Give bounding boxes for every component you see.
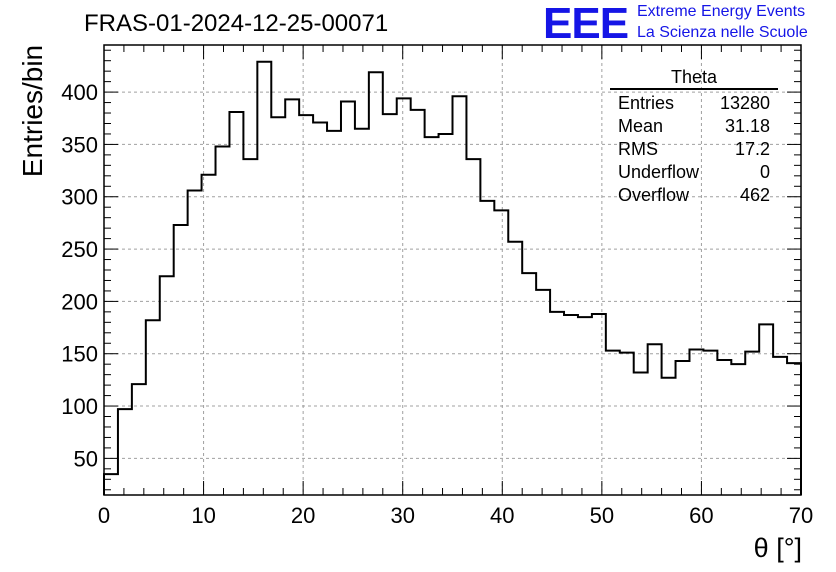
eee-logo: EEE bbox=[543, 0, 629, 48]
histogram-bin bbox=[313, 122, 327, 495]
y-tick-label: 100 bbox=[61, 394, 98, 419]
histogram-bin bbox=[341, 102, 355, 495]
stats-title: Theta bbox=[610, 68, 778, 90]
y-tick-label: 350 bbox=[61, 132, 98, 157]
stats-label: Entries bbox=[618, 93, 675, 113]
stats-label: Overflow bbox=[618, 185, 690, 205]
histogram-bin bbox=[662, 378, 676, 495]
x-tick-label: 0 bbox=[98, 503, 110, 528]
stats-row-overflow: Overflow 462 bbox=[610, 184, 778, 207]
stats-label: Mean bbox=[618, 116, 664, 136]
x-tick-label: 70 bbox=[789, 503, 813, 528]
histogram-bin bbox=[453, 96, 467, 495]
histogram-bin bbox=[397, 98, 411, 495]
x-tick-label: 30 bbox=[390, 503, 414, 528]
histogram-bin bbox=[494, 210, 508, 495]
histogram-bin bbox=[425, 137, 439, 495]
y-tick-label: 400 bbox=[61, 80, 98, 105]
x-tick-label: 40 bbox=[490, 503, 514, 528]
y-tick-label: 200 bbox=[61, 289, 98, 314]
stats-value: 0 bbox=[759, 162, 770, 182]
stats-value: 13280 bbox=[719, 93, 770, 113]
stats-row-rms: RMS 17.2 bbox=[610, 138, 778, 161]
logo-subtitle-2: La Scienza nelle Scuole bbox=[637, 24, 808, 41]
histogram-bin bbox=[676, 361, 690, 495]
histogram-bin bbox=[480, 201, 494, 495]
histogram-bin bbox=[536, 290, 550, 495]
histogram-bin bbox=[466, 159, 480, 495]
y-tick-label: 50 bbox=[74, 446, 98, 471]
histogram-bin bbox=[327, 131, 341, 495]
stats-value: 462 bbox=[739, 185, 770, 205]
histogram-bin bbox=[104, 474, 118, 495]
x-tick-label: 60 bbox=[689, 503, 713, 528]
chart-title: FRAS-01-2024-12-25-00071 bbox=[84, 10, 389, 37]
y-tick-label: 300 bbox=[61, 185, 98, 210]
histogram-bin bbox=[257, 62, 271, 495]
histogram-bin bbox=[383, 114, 397, 495]
y-tick-label: 250 bbox=[61, 237, 98, 262]
histogram-bin bbox=[271, 117, 285, 495]
x-tick-label: 10 bbox=[191, 503, 215, 528]
stats-value: 31.18 bbox=[724, 116, 770, 136]
histogram-bin bbox=[411, 110, 425, 495]
histogram-bin bbox=[564, 315, 578, 495]
histogram-bin bbox=[285, 99, 299, 495]
histogram-bin bbox=[243, 159, 257, 495]
histogram-bin bbox=[188, 190, 202, 495]
stats-row-entries: Entries 13280 bbox=[610, 92, 778, 115]
histogram-bin bbox=[717, 360, 731, 495]
histogram-bin bbox=[648, 344, 662, 495]
stats-row-mean: Mean 31.18 bbox=[610, 115, 778, 138]
histogram-bin bbox=[299, 115, 313, 495]
logo-subtitle-1: Extreme Energy Events bbox=[637, 3, 806, 20]
histogram-bin bbox=[132, 384, 146, 495]
histogram-bin bbox=[787, 363, 801, 495]
y-tick-label: 150 bbox=[61, 342, 98, 367]
histogram-bin bbox=[369, 72, 383, 495]
histogram-bin bbox=[759, 324, 773, 495]
y-axis-label: Entries/bin bbox=[17, 44, 48, 178]
stats-label: RMS bbox=[618, 139, 658, 159]
histogram-bin bbox=[731, 364, 745, 495]
histogram-bin bbox=[606, 351, 620, 495]
stats-label: Underflow bbox=[618, 162, 700, 182]
histogram-outline bbox=[103, 60, 802, 495]
histogram-bin bbox=[703, 351, 717, 495]
x-axis-label: θ [°] bbox=[753, 533, 802, 563]
histogram-bin bbox=[745, 352, 759, 495]
histogram-bin bbox=[174, 225, 188, 495]
histogram-bin bbox=[522, 273, 536, 495]
histogram-bin bbox=[118, 409, 132, 495]
stats-value: 17.2 bbox=[734, 139, 770, 159]
histogram-bin bbox=[146, 320, 160, 495]
histogram-bin bbox=[620, 353, 634, 495]
histogram-bin bbox=[355, 129, 369, 495]
stats-row-underflow: Underflow 0 bbox=[610, 161, 778, 184]
x-tick-label: 20 bbox=[291, 503, 315, 528]
histogram-bin bbox=[508, 242, 522, 495]
histogram-bin bbox=[216, 147, 230, 495]
histogram-bin bbox=[229, 112, 243, 495]
histogram-bin bbox=[439, 134, 453, 495]
histogram-bin bbox=[773, 357, 787, 495]
histogram-bin bbox=[550, 312, 564, 495]
histogram-bin bbox=[160, 276, 174, 495]
histogram-bin bbox=[592, 314, 606, 495]
histogram-bin bbox=[634, 373, 648, 495]
x-tick-label: 50 bbox=[590, 503, 614, 528]
stats-box: Theta Entries 13280 Mean 31.18 RMS 17.2 … bbox=[610, 68, 778, 207]
